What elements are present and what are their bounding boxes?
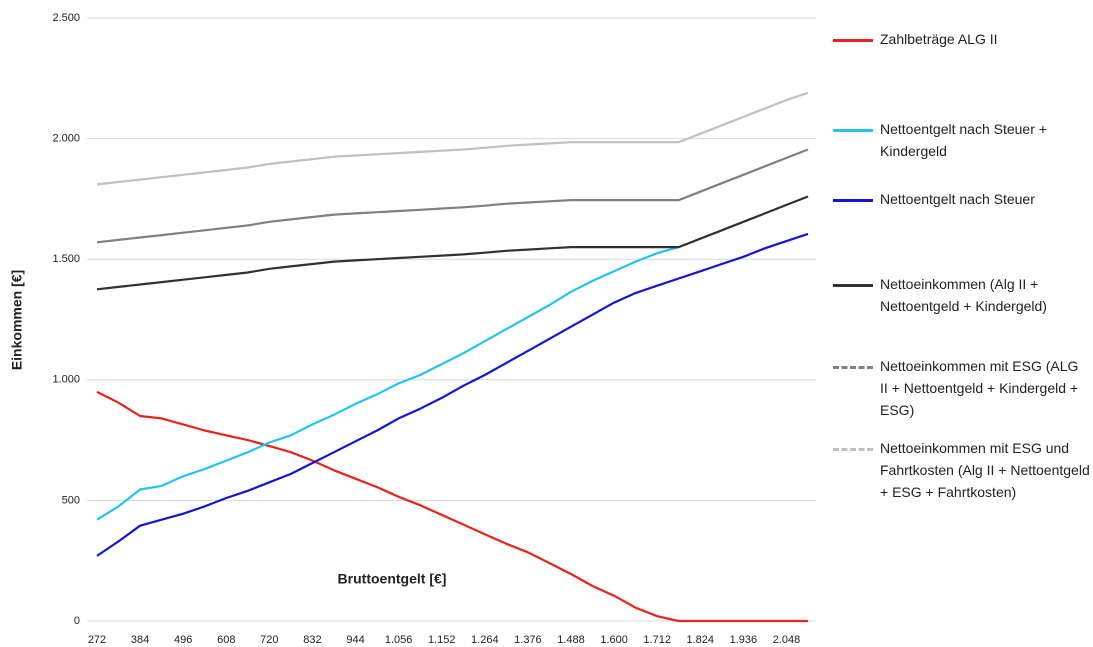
x-tick-label: 1.056 bbox=[385, 634, 413, 646]
x-tick-label: 384 bbox=[131, 634, 149, 646]
legend-swatch bbox=[833, 448, 873, 451]
y-tick-label: 2.000 bbox=[52, 133, 80, 145]
x-tick-label: 1.264 bbox=[471, 634, 499, 646]
legend-label: Nettoeinkommen mit ESG (ALG II + Nettoen… bbox=[880, 358, 1079, 418]
x-tick-label: 1.712 bbox=[643, 634, 671, 646]
x-tick-label: 1.152 bbox=[428, 634, 456, 646]
x-tick-label: 720 bbox=[260, 634, 278, 646]
y-tick-label: 1.500 bbox=[52, 253, 80, 265]
x-tick-label: 1.600 bbox=[600, 634, 628, 646]
x-tick-label: 1.376 bbox=[514, 634, 542, 646]
x-tick-label: 832 bbox=[303, 634, 321, 646]
x-tick-label: 2.048 bbox=[773, 634, 801, 646]
y-axis-title: Einkommen [€] bbox=[9, 270, 25, 370]
legend-swatch bbox=[833, 129, 873, 132]
series-line bbox=[96, 195, 809, 291]
legend-label: Nettoentgelt nach Steuer bbox=[880, 191, 1035, 207]
legend-label: Nettoeinkommen (Alg II + Nettoentgeld + … bbox=[880, 276, 1047, 314]
legend-swatch bbox=[833, 39, 873, 42]
y-tick-label: 0 bbox=[74, 615, 80, 627]
series-line bbox=[96, 232, 809, 557]
x-axis-title: Bruttoentgelt [€] bbox=[338, 571, 447, 587]
series-line bbox=[96, 246, 680, 521]
x-tick-label: 272 bbox=[88, 634, 106, 646]
x-tick-label: 1.488 bbox=[557, 634, 585, 646]
legend-label: Nettoentgelt nach Steuer + Kindergeld bbox=[880, 121, 1047, 159]
x-tick-label: 1.936 bbox=[730, 634, 758, 646]
legend-label: Nettoeinkommen mit ESG und Fahrtkosten (… bbox=[880, 440, 1090, 500]
y-tick-label: 1.000 bbox=[52, 374, 80, 386]
series-line bbox=[96, 91, 809, 186]
legend-swatch bbox=[833, 366, 873, 369]
x-tick-label: 496 bbox=[174, 634, 192, 646]
legend-swatch bbox=[833, 284, 873, 287]
series-line bbox=[96, 390, 808, 623]
legend-label: Zahlbeträge ALG II bbox=[880, 31, 998, 47]
y-tick-label: 500 bbox=[62, 494, 80, 506]
series-line bbox=[96, 148, 809, 244]
x-tick-label: 608 bbox=[217, 634, 235, 646]
x-tick-label: 944 bbox=[346, 634, 364, 646]
y-tick-label: 2.500 bbox=[52, 12, 80, 24]
legend-swatch bbox=[833, 199, 873, 202]
x-tick-label: 1.824 bbox=[687, 634, 715, 646]
